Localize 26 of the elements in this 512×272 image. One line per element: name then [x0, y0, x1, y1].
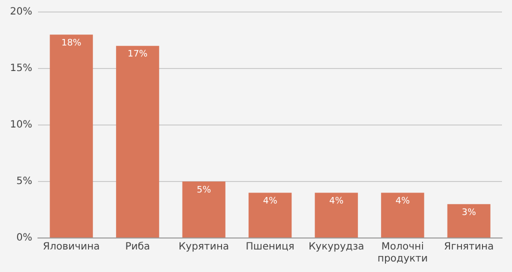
data-label: 18% [61, 38, 82, 48]
data-label: 5% [196, 185, 212, 196]
data-label: 17% [128, 50, 148, 60]
bar [182, 182, 226, 238]
x-tick-label: Риба [125, 242, 150, 253]
x-tick-label: Пшениця [246, 242, 294, 253]
data-label: 3% [462, 208, 476, 218]
data-label: 4% [329, 196, 344, 207]
bar [50, 34, 93, 238]
data-label: 4% [395, 196, 410, 207]
y-tick-label: 20% [10, 6, 32, 18]
x-tick-label: Курятина [178, 242, 230, 253]
bar [381, 192, 424, 238]
x-tick-label: Кукурудза [308, 242, 364, 253]
bar [314, 192, 358, 238]
x-tick-label: Яловичина [42, 242, 100, 253]
x-tick-label: Молочні продукти [378, 242, 428, 265]
y-tick-label: 10% [10, 120, 32, 131]
y-tick-label: 15% [10, 63, 32, 74]
bar [447, 204, 490, 238]
bar [116, 46, 160, 238]
y-tick-label: 0% [16, 232, 32, 244]
y-tick-label: 5% [16, 176, 32, 188]
data-label: 4% [262, 196, 278, 207]
x-tick-label: Ягнятина [444, 242, 494, 253]
bar [248, 192, 292, 238]
